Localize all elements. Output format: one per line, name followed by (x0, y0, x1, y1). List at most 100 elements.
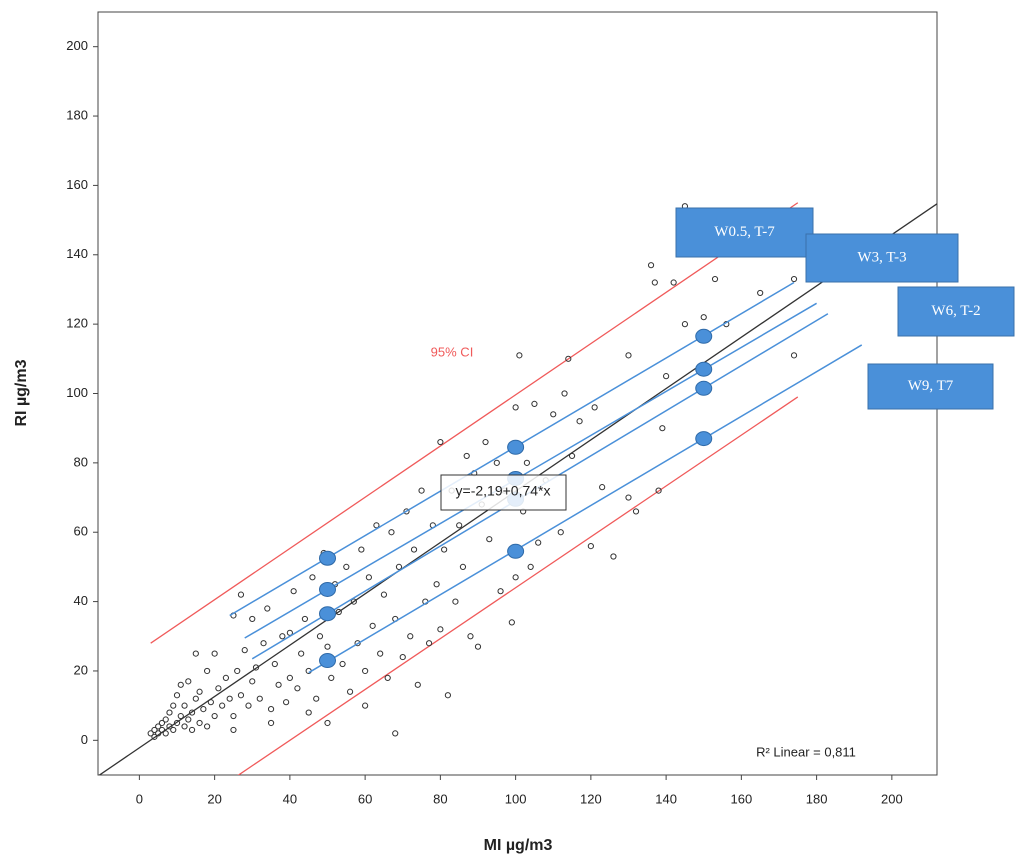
model-line (244, 302, 817, 639)
legend-label: W3, T-3 (857, 249, 906, 265)
r2-label: R² Linear = 0,811 (756, 744, 856, 759)
data-point (373, 522, 380, 529)
data-point (328, 674, 335, 681)
legend-box (805, 233, 959, 283)
y-tick-label: 20 (74, 662, 88, 677)
data-point (343, 563, 350, 571)
data-point (192, 650, 199, 657)
data-point (200, 706, 207, 713)
data-point (275, 681, 282, 688)
y-tick-label: 140 (66, 246, 88, 261)
legend-label: W9, T7 (908, 378, 954, 394)
model-point (507, 543, 525, 559)
data-point (380, 591, 388, 598)
data-point (151, 733, 158, 740)
data-point (237, 692, 245, 699)
data-point (433, 581, 440, 588)
data-point (659, 425, 666, 432)
data-point (196, 719, 203, 727)
data-point (166, 709, 173, 716)
data-point (230, 726, 237, 734)
data-point (790, 275, 798, 283)
data-point (444, 692, 451, 699)
data-point (362, 702, 369, 709)
equation-box (440, 474, 567, 511)
data-point (535, 539, 542, 546)
data-point (399, 653, 406, 661)
y-tick-label: 160 (66, 177, 88, 192)
data-point (350, 598, 357, 605)
data-point (414, 681, 421, 688)
reference-line (150, 202, 799, 644)
model-point (695, 361, 713, 377)
data-point (516, 352, 523, 359)
data-point (377, 650, 384, 657)
data-point (267, 706, 275, 713)
data-point (256, 695, 263, 702)
data-point (196, 688, 203, 695)
data-point (155, 730, 162, 737)
model-point (319, 550, 337, 566)
data-point (305, 709, 312, 716)
data-point (591, 404, 598, 411)
data-point (651, 279, 658, 286)
x-tick-label: 80 (433, 791, 447, 806)
model-point (319, 581, 337, 597)
data-point (162, 730, 169, 737)
data-point (207, 699, 214, 706)
data-point (245, 702, 252, 709)
data-point (252, 664, 260, 671)
data-point (185, 716, 192, 723)
data-point (625, 494, 632, 501)
data-point (173, 719, 181, 727)
y-tick-label: 100 (66, 385, 88, 400)
data-point (158, 726, 166, 734)
legend-box (675, 207, 814, 258)
data-point (663, 373, 670, 380)
data-point (249, 615, 256, 623)
y-axis-title: RI µg/m3 (13, 359, 30, 426)
reference-line (237, 396, 799, 775)
data-point (456, 522, 463, 529)
x-tick-label: 0 (136, 791, 143, 806)
data-point (309, 574, 316, 581)
data-point (467, 633, 474, 640)
y-tick-label: 120 (66, 316, 88, 331)
data-point (425, 640, 433, 647)
y-tick-label: 0 (81, 732, 88, 747)
x-tick-label: 20 (207, 791, 221, 806)
data-point (354, 640, 361, 647)
data-point (700, 314, 707, 321)
data-point (211, 712, 218, 720)
data-point (493, 459, 500, 466)
data-point (249, 678, 256, 685)
data-point (452, 598, 459, 605)
y-tick-label: 180 (66, 107, 88, 122)
equation-label: y=-2,19+0,74*x (456, 483, 551, 499)
data-point (497, 588, 504, 595)
x-tick-label: 120 (580, 791, 602, 806)
data-point (234, 667, 241, 675)
data-point (561, 390, 568, 397)
data-point (298, 650, 305, 657)
data-point (550, 411, 557, 418)
data-point (173, 692, 181, 699)
data-point (185, 678, 192, 685)
y-tick-label: 200 (66, 38, 88, 53)
legend-label: W0.5, T-7 (714, 224, 775, 240)
data-point (286, 674, 293, 681)
data-point (670, 279, 677, 286)
data-point (260, 640, 267, 647)
x-tick-label: 100 (505, 791, 527, 806)
data-point (625, 352, 632, 359)
data-point (655, 487, 662, 494)
x-tick-label: 180 (806, 791, 828, 806)
data-point (632, 508, 640, 515)
data-point (181, 723, 188, 730)
data-point (170, 726, 177, 734)
data-point (711, 275, 719, 283)
data-point (568, 452, 576, 460)
data-point (647, 262, 655, 269)
x-tick-label: 40 (283, 791, 297, 806)
ci-label: 95% CI (431, 344, 474, 359)
